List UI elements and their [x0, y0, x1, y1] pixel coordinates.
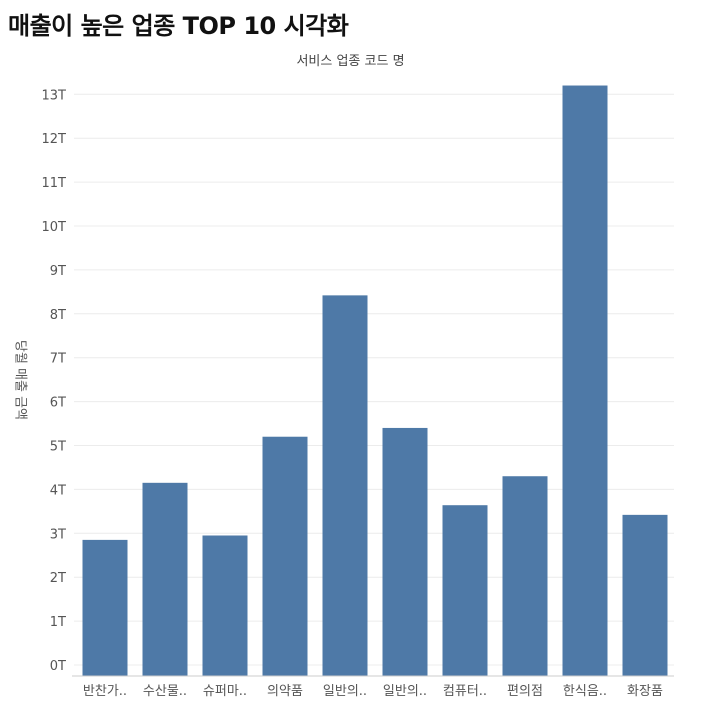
y-tick-label: 11T [42, 176, 67, 191]
y-tick-label: 7T [50, 352, 66, 367]
y-tick-label: 4T [50, 483, 66, 498]
y-tick-label: 12T [42, 132, 67, 147]
bar[interactable] [382, 427, 428, 676]
x-tick-label: 반찬가.. [83, 684, 127, 699]
bar[interactable] [202, 535, 248, 676]
bars [82, 85, 668, 676]
y-tick-label: 8T [50, 308, 66, 323]
y-tick-label: 6T [50, 396, 66, 411]
y-tick-label: 10T [42, 220, 67, 235]
y-tick-label: 9T [50, 264, 66, 279]
x-tick-label: 의약품 [267, 684, 303, 699]
x-tick-label: 수산물.. [143, 684, 187, 699]
y-axis-ticks: 0T 1T 2T 3T 4T 5T 6T 7T 8T 9T 10T 11T 12T 13T [42, 88, 67, 674]
bar[interactable] [502, 476, 548, 676]
bar[interactable] [262, 436, 308, 676]
x-axis-ticks: 반찬가.. 수산물.. 슈퍼마.. 의약품 일반의.. 일반의.. 컴퓨터.. 편의점 한식음.… [83, 684, 663, 699]
x-tick-label: 한식음.. [563, 684, 607, 699]
bar[interactable] [322, 295, 368, 676]
chart-title: 서비스 업종 코드 명 [296, 54, 405, 69]
x-tick-label: 컴퓨터.. [443, 684, 487, 699]
bar[interactable] [442, 505, 488, 676]
y-tick-label: 3T [50, 527, 66, 542]
x-tick-label: 일반의.. [383, 684, 427, 699]
y-tick-label: 5T [50, 440, 66, 455]
bar[interactable] [82, 539, 128, 676]
x-tick-label: 일반의.. [323, 684, 367, 699]
y-tick-label: 0T [50, 659, 66, 674]
bar[interactable] [562, 85, 608, 676]
y-tick-label: 2T [50, 571, 66, 586]
y-tick-label: 1T [50, 615, 66, 630]
x-tick-label: 슈퍼마.. [203, 684, 247, 699]
bar[interactable] [142, 482, 188, 676]
x-tick-label: 편의점 [507, 684, 543, 699]
bar[interactable] [622, 514, 668, 676]
page-title: 매출이 높은 업종 TOP 10 시각화 [8, 12, 349, 40]
y-tick-label: 13T [42, 88, 67, 103]
x-tick-label: 화장품 [627, 684, 663, 699]
